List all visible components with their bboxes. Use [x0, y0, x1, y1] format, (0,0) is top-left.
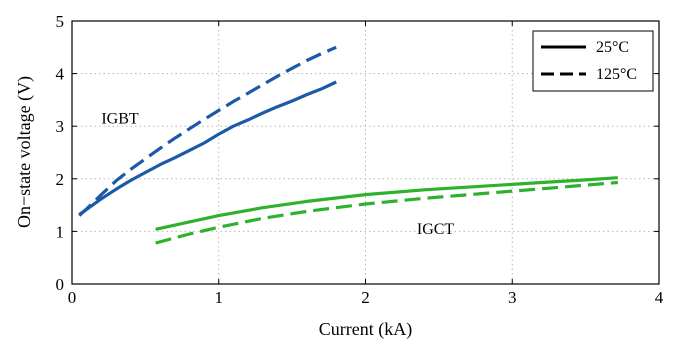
series-line-igct-25c [155, 176, 619, 231]
annotation-igbt: IGBT [101, 111, 139, 128]
x-tick-label: 0 [68, 288, 77, 307]
series-line-igbt-25c [78, 80, 337, 216]
legend-label-25c: 25°C [596, 39, 629, 56]
y-tick-label: 3 [56, 117, 65, 136]
series-line-igct-125c [155, 180, 619, 245]
y-tick-label: 4 [56, 65, 65, 84]
y-axis-label: On−state voltage (V) [14, 76, 35, 228]
y-tick-label: 5 [56, 12, 65, 31]
series-lines [78, 45, 619, 245]
x-tick-label: 4 [655, 288, 664, 307]
annotation-igct: IGCT [417, 221, 455, 238]
y-tick-label: 0 [56, 275, 65, 294]
legend-label-125c: 125°C [596, 66, 637, 83]
y-tick-label: 1 [56, 222, 65, 241]
x-tick-label: 1 [215, 288, 224, 307]
x-axis-label: Current (kA) [319, 319, 412, 340]
x-tick-label: 2 [361, 288, 370, 307]
legend: 25°C 125°C [532, 30, 654, 92]
series-line-igbt-125c [78, 45, 337, 217]
legend-box [532, 30, 654, 92]
grid-lines [72, 21, 659, 284]
axis-ticks: 0 1 2 3 4 0 1 2 3 4 5 [56, 12, 664, 307]
x-tick-label: 3 [508, 288, 517, 307]
y-tick-label: 2 [56, 170, 65, 189]
